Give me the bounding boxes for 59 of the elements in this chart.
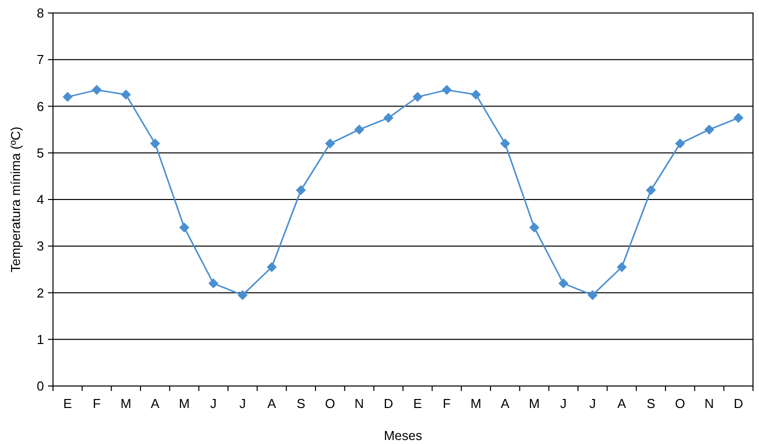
point — [62, 92, 73, 102]
point — [150, 138, 160, 149]
x-tick-label: A — [150, 396, 160, 411]
x-tick-label: A — [267, 396, 276, 411]
x-tick-label: O — [325, 396, 336, 411]
x-tick-label: M — [470, 396, 482, 411]
x-tick-label: O — [675, 396, 686, 411]
x-tick-label: F — [442, 396, 451, 411]
y-axis-title: Temperatura mínima (ºC) — [8, 126, 23, 272]
x-tick-label: J — [560, 396, 567, 411]
y-tick-label: 5 — [36, 145, 44, 160]
x-tick-label: J — [210, 396, 217, 411]
x-tick-label: M — [178, 396, 190, 411]
x-tick-label: N — [704, 396, 714, 411]
x-tick-label: N — [354, 396, 364, 411]
y-tick-label: 2 — [36, 285, 44, 300]
point — [92, 84, 102, 95]
point — [208, 278, 218, 288]
point — [412, 92, 423, 102]
point — [238, 290, 248, 300]
y-tick-label: 1 — [36, 332, 44, 347]
point — [588, 290, 598, 300]
point — [616, 262, 627, 272]
point — [470, 90, 481, 100]
y-tick-label: 6 — [36, 98, 44, 114]
point — [529, 222, 540, 232]
x-tick-label: S — [296, 396, 306, 411]
point — [646, 185, 656, 196]
y-tick-label: 8 — [36, 6, 44, 21]
x-tick-label: J — [589, 396, 596, 411]
x-tick-label: S — [646, 396, 656, 411]
x-tick-label: M — [528, 396, 540, 411]
x-tick-label: E — [413, 396, 422, 411]
point — [558, 278, 568, 288]
x-axis-title: Meses — [384, 428, 423, 443]
x-tick-label: A — [500, 396, 510, 411]
x-tick-label: D — [734, 396, 744, 411]
x-tick-label: M — [120, 396, 132, 411]
point — [296, 185, 306, 196]
point — [354, 124, 364, 135]
y-tick-label: 3 — [36, 238, 44, 254]
point — [266, 262, 277, 272]
y-tick-label: 7 — [36, 52, 44, 68]
point — [442, 84, 452, 95]
point — [179, 222, 190, 232]
x-tick-label: A — [617, 396, 626, 411]
point — [675, 138, 686, 149]
point — [120, 90, 131, 100]
x-tick-label: E — [63, 396, 72, 411]
x-tick-label: D — [384, 396, 394, 411]
point — [500, 138, 510, 149]
point — [733, 112, 744, 123]
point — [325, 138, 336, 149]
point — [383, 112, 394, 123]
y-tick-label: 4 — [36, 192, 44, 208]
x-tick-label: F — [92, 396, 101, 411]
y-tick-label: 0 — [36, 378, 44, 394]
point — [704, 124, 714, 135]
x-tick-label: J — [239, 396, 246, 411]
